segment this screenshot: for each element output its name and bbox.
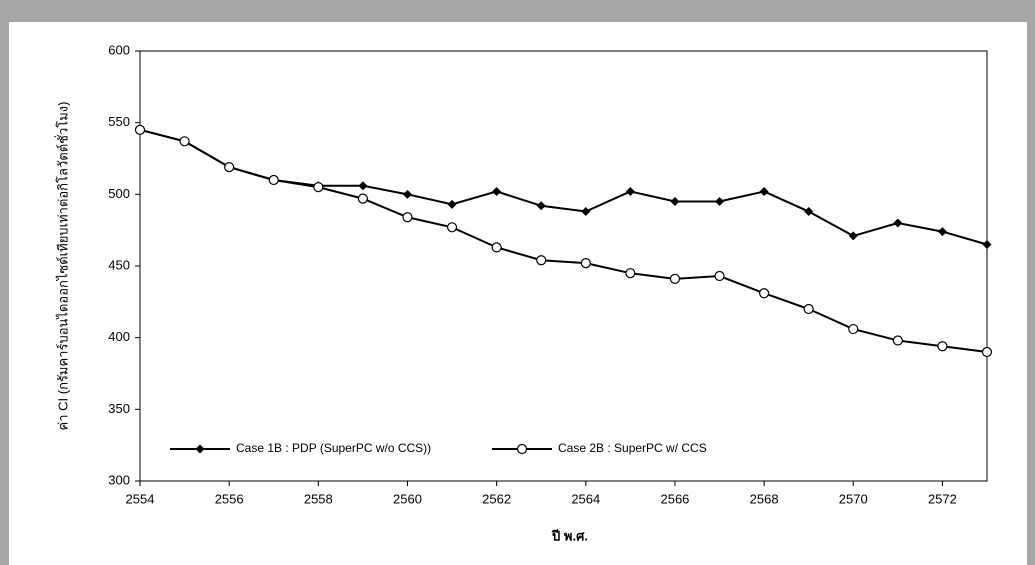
point <box>357 193 368 204</box>
y-tick-label: 600 <box>108 42 130 57</box>
y-axis-label: ค่า CI (กรัมคาร์บอนไดออกไซด์เทียบเท่าต่อ… <box>54 102 70 431</box>
point <box>402 189 412 199</box>
point <box>893 218 903 228</box>
chart-panel <box>9 22 1027 565</box>
legend-label: Case 1B : PDP (SuperPC w/o CCS)) <box>236 441 431 455</box>
x-tick-label: 2570 <box>839 491 868 506</box>
point <box>981 346 993 358</box>
y-tick-label: 400 <box>108 329 130 344</box>
point <box>715 197 725 206</box>
point <box>669 273 681 284</box>
point <box>759 186 769 196</box>
x-tick-label: 2564 <box>571 491 600 506</box>
point <box>134 124 146 135</box>
series-line <box>139 128 988 353</box>
point <box>536 255 547 266</box>
y-tick-label: 550 <box>108 114 130 129</box>
point <box>803 303 814 315</box>
legend-marker <box>195 444 205 454</box>
point <box>848 231 858 241</box>
point <box>179 136 190 147</box>
point <box>402 212 413 223</box>
x-axis-label: ปี พ.ศ. <box>551 528 588 543</box>
point <box>892 335 903 346</box>
point <box>759 288 770 299</box>
point <box>937 227 947 237</box>
y-tick-label: 450 <box>108 257 130 272</box>
point <box>670 197 680 206</box>
point <box>358 181 368 191</box>
point <box>536 201 546 211</box>
x-tick-label: 2568 <box>750 491 779 506</box>
point <box>447 199 457 209</box>
x-tick-label: 2562 <box>482 491 511 506</box>
point <box>580 258 591 269</box>
point <box>581 207 591 217</box>
x-tick-label: 2560 <box>393 491 422 506</box>
x-tick-label: 2558 <box>304 491 333 506</box>
point <box>848 323 859 335</box>
y-tick-label: 500 <box>108 186 130 201</box>
x-tick-label: 2554 <box>126 491 155 506</box>
point <box>625 186 635 196</box>
legend-marker <box>516 443 528 455</box>
point <box>224 162 235 173</box>
x-tick-label: 2566 <box>660 491 689 506</box>
x-tick-label: 2572 <box>928 491 957 506</box>
point <box>492 186 502 196</box>
legend-label: Case 2B : SuperPC w/ CCS <box>558 441 707 455</box>
point <box>982 240 992 249</box>
y-tick-label: 350 <box>108 401 130 416</box>
x-tick-label: 2556 <box>215 491 244 506</box>
point <box>804 207 814 217</box>
point <box>625 268 636 279</box>
point <box>446 222 458 233</box>
point <box>937 341 948 352</box>
point <box>313 182 324 193</box>
point <box>491 242 502 253</box>
y-tick-label: 300 <box>108 472 130 487</box>
point <box>714 270 725 282</box>
point <box>268 174 279 186</box>
